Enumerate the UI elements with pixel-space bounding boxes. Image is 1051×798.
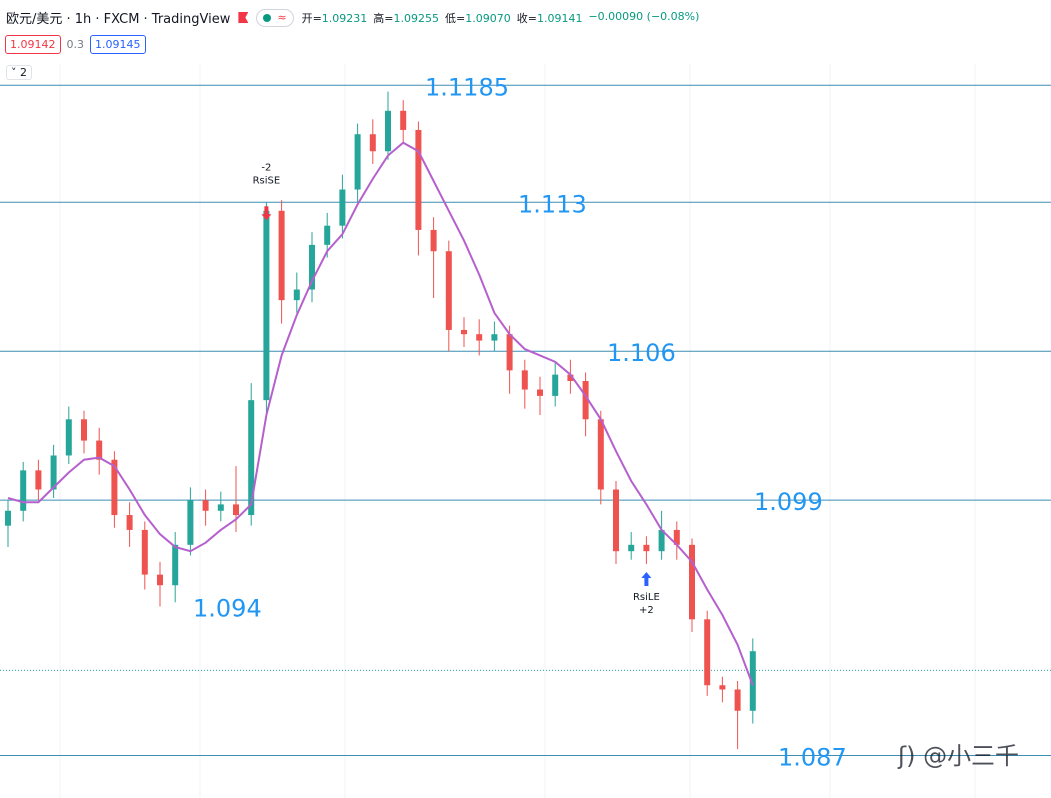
flag-icon[interactable] <box>238 12 249 23</box>
level-label: 1.099 <box>754 488 823 516</box>
ohlc-change: −0.00090 (−0.08%) <box>588 9 700 23</box>
ohlc-item: 低=1.09070 <box>445 10 511 26</box>
price-row: 1.09142 0.3 1.09145 <box>5 35 146 54</box>
header: 欧元/美元 · 1h · FXCM · TradingView ≈ 开=1.09… <box>6 8 699 27</box>
indicator-count: 2 <box>20 66 27 79</box>
level-label: 1.087 <box>778 743 847 771</box>
candle-body <box>172 544 179 586</box>
candle-body <box>233 504 239 516</box>
sell-price[interactable]: 1.09142 <box>5 35 61 54</box>
signal-label: RsiSE <box>253 175 281 186</box>
candle-body <box>385 110 391 152</box>
ohlc-item: 开=1.09231 <box>302 10 368 26</box>
candle-body <box>673 529 680 545</box>
level-label: 1.094 <box>193 595 262 623</box>
candle-body <box>537 389 543 396</box>
signal-arrow <box>641 571 652 586</box>
indicator-toggle[interactable]: ˅ 2 <box>6 65 32 80</box>
candle-body <box>248 400 255 516</box>
candle-body <box>719 685 726 690</box>
candle-body <box>552 374 559 396</box>
moving-average <box>7 141 754 686</box>
candle-body <box>628 544 635 552</box>
watermark-text: @小三千 <box>923 742 1020 770</box>
ohlc-item: 收=1.09141 <box>517 10 583 26</box>
candle-body <box>81 419 87 441</box>
candle-body <box>461 329 467 335</box>
candle-body <box>309 244 315 290</box>
signal-label: RsiLE <box>633 592 660 603</box>
ohlc-value: 1.09231 <box>321 11 368 25</box>
candle-body <box>704 619 711 686</box>
signal-qty: -2 <box>261 162 271 173</box>
level-label: 1.113 <box>518 190 587 218</box>
candle-body <box>50 455 57 490</box>
level-label: 1.1185 <box>425 73 509 101</box>
candle-body <box>749 651 756 711</box>
signal-arrow <box>261 206 272 221</box>
ohlc-value: 1.09070 <box>465 11 511 25</box>
grid <box>59 64 976 798</box>
buy-price[interactable]: 1.09145 <box>90 35 146 54</box>
ohlc-item: 高=1.09255 <box>373 10 439 26</box>
candle-body <box>567 374 574 382</box>
candle-body <box>476 334 483 341</box>
signal-qty: +2 <box>639 605 654 616</box>
candle-body <box>613 489 619 552</box>
candle-body <box>263 210 270 401</box>
candle-body <box>582 381 589 420</box>
candle-body <box>491 334 498 341</box>
candle-body <box>324 225 331 245</box>
candle-body <box>689 544 695 620</box>
candle-body <box>506 334 513 371</box>
candle-body <box>187 500 194 545</box>
candle-body <box>111 459 118 516</box>
candle-body <box>65 419 72 456</box>
candle-body <box>430 229 437 252</box>
ohlc-key: 高= <box>373 11 394 25</box>
candle-body <box>597 419 604 490</box>
candle-body <box>521 370 528 390</box>
candle-body <box>339 189 346 226</box>
candle-body <box>293 289 300 301</box>
candle-body <box>658 529 665 552</box>
status-pill[interactable]: ≈ <box>256 8 294 27</box>
candle-body <box>278 210 285 301</box>
candle-body <box>157 574 163 586</box>
candle-body <box>20 470 27 511</box>
candle-body <box>400 110 407 130</box>
candle-body <box>126 515 133 530</box>
spread: 0.3 <box>66 38 85 51</box>
candle-body <box>5 510 11 526</box>
candle-body <box>369 134 376 152</box>
candle-body <box>734 689 741 711</box>
candle-body <box>202 500 209 511</box>
ohlc: 开=1.09231 高=1.09255 低=1.09070 收=1.09141 −0.0… <box>302 10 700 26</box>
ohlc-key: 低= <box>445 11 466 25</box>
candle-body <box>354 134 361 190</box>
symbol[interactable]: 欧元/美元 · 1h · FXCM · TradingView <box>6 12 231 27</box>
candle-body <box>96 440 103 460</box>
candle-body <box>445 251 452 330</box>
watermark: ʃ) @小三千 <box>898 742 1020 770</box>
candle-body <box>217 504 224 511</box>
candle-body <box>141 529 148 575</box>
ohlc-value: 1.09255 <box>393 11 440 25</box>
candle-body <box>643 544 650 552</box>
ohlc-value: 1.09141 <box>536 11 583 25</box>
level-label: 1.106 <box>607 339 676 367</box>
ohlc-key: 收= <box>516 11 537 25</box>
candle-body <box>35 470 42 490</box>
candle-body <box>415 129 422 230</box>
ohlc-key: 开= <box>301 11 322 25</box>
